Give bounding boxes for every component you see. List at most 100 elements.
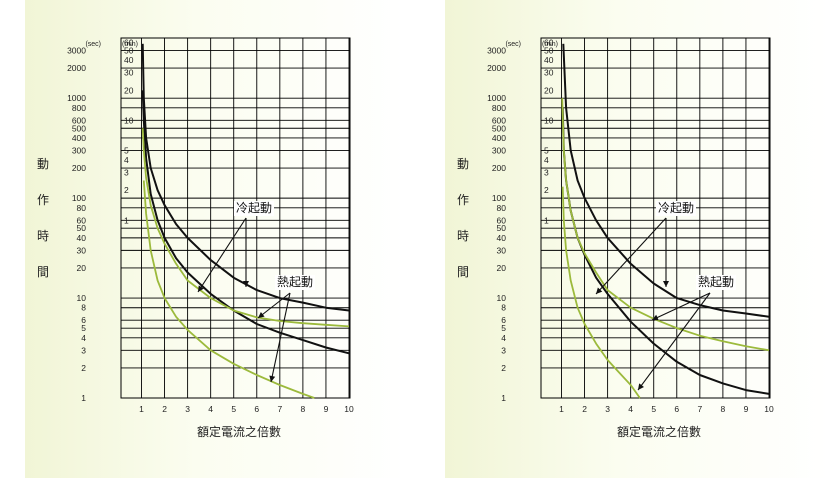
y-tick-sec-label: 1000 [67, 93, 86, 103]
annotation-bg [275, 275, 315, 290]
y-tick-min-label: 30 [544, 68, 554, 78]
y-tick-sec-label: 6 [501, 315, 506, 325]
y-tick-sec-label: 800 [72, 103, 86, 113]
x-tick-label: 1 [559, 404, 564, 414]
y-tick-min-label: 3 [124, 168, 129, 178]
y-axis-label-char: 動 [457, 157, 469, 171]
y-tick-sec-label: 2000 [487, 63, 506, 73]
arrow-hot [651, 292, 711, 321]
x-tick-label: 1 [139, 404, 144, 414]
y-tick-sec-label: 60 [497, 215, 507, 225]
hot-start-curve-2 [141, 128, 350, 328]
annotation-bg [656, 201, 696, 216]
arrow-hot-head [258, 311, 265, 318]
y-tick-min-label: 60 [544, 38, 554, 48]
y-tick-sec-label: 500 [492, 123, 506, 133]
y-tick-sec-label: 50 [77, 223, 87, 233]
hot-start-curve-3 [142, 180, 315, 399]
y-tick-sec-label: 3 [81, 345, 86, 355]
arrow-hot [270, 292, 291, 383]
y-tick-min-label: 50 [544, 45, 554, 55]
y-tick-min-label: 30 [124, 68, 134, 78]
x-tick-label: 9 [744, 404, 749, 414]
y-tick-sec-label: 30 [77, 245, 87, 255]
hot-start-curve-3 [561, 186, 641, 399]
y-tick-min-label: 10 [544, 115, 554, 125]
y-tick-sec-label: 4 [81, 333, 86, 343]
y-tick-sec-label: 10 [497, 293, 507, 303]
x-tick-label: 3 [185, 404, 190, 414]
annotation-hot-start: 熱起動 [277, 275, 313, 289]
x-axis-label: 額定電流之倍數 [197, 424, 281, 439]
arrow-hot [637, 292, 711, 391]
y-tick-sec-label: 3000 [67, 45, 86, 55]
arrow-hot [257, 292, 291, 319]
unit-min: (min) [122, 41, 138, 48]
annotation-cold-start: 冷起動 [658, 201, 694, 215]
y-tick-min-label: 10 [124, 115, 134, 125]
y-tick-min-label: 2 [544, 185, 549, 195]
arrow-cold-head [243, 281, 249, 287]
arrow-cold [595, 217, 667, 295]
x-tick-label: 9 [324, 404, 329, 414]
y-tick-min-label: 40 [124, 55, 134, 65]
y-axis-label-char: 動 [37, 157, 49, 171]
x-tick-label: 3 [605, 404, 610, 414]
y-tick-sec-label: 40 [497, 233, 507, 243]
annotation-cold-start: 冷起動 [236, 201, 272, 215]
x-tick-label: 7 [697, 404, 702, 414]
x-tick-label: 2 [162, 404, 167, 414]
y-tick-sec-label: 3000 [487, 45, 506, 55]
y-tick-min-label: 4 [124, 155, 129, 165]
y-tick-min-label: 3 [544, 168, 549, 178]
y-tick-sec-label: 300 [492, 145, 506, 155]
arrow-cold-head [596, 287, 603, 294]
x-tick-label: 4 [628, 404, 633, 414]
hot-start-curve-2 [561, 98, 770, 352]
y-tick-sec-label: 4 [501, 333, 506, 343]
y-tick-min-label: 1 [124, 215, 129, 225]
y-tick-sec-label: 20 [77, 263, 87, 273]
arrow-cold-head [198, 285, 204, 292]
x-tick-label: 7 [277, 404, 282, 414]
y-tick-sec-label: 5 [501, 323, 506, 333]
annotation-hot-start: 熱起動 [698, 275, 734, 289]
annotation-bg [696, 275, 736, 290]
unit-sec: (sec) [85, 41, 101, 48]
y-tick-sec-label: 2 [501, 363, 506, 373]
y-axis-label-char: 間 [37, 265, 49, 279]
y-tick-min-label: 5 [544, 145, 549, 155]
y-axis-label-char: 作 [37, 193, 49, 207]
y-tick-sec-label: 5 [81, 323, 86, 333]
arrow-hot-head [652, 314, 659, 321]
y-tick-sec-label: 3 [501, 345, 506, 355]
arrow-cold [197, 217, 247, 293]
y-tick-sec-label: 10 [77, 293, 87, 303]
y-tick-sec-label: 1 [501, 393, 506, 403]
cold-start-curve-0 [141, 43, 350, 312]
x-tick-label: 4 [208, 404, 213, 414]
y-tick-sec-label: 100 [492, 193, 506, 203]
y-tick-sec-label: 6 [81, 315, 86, 325]
y-tick-sec-label: 2000 [67, 63, 86, 73]
y-tick-sec-label: 1 [81, 393, 86, 403]
y-tick-sec-label: 1000 [487, 93, 506, 103]
y-tick-min-label: 20 [124, 85, 134, 95]
cold-start-curve-1 [141, 90, 350, 355]
x-tick-label: 8 [301, 404, 306, 414]
y-tick-min-label: 4 [544, 155, 549, 165]
y-tick-sec-label: 20 [497, 263, 507, 273]
y-tick-min-label: 2 [124, 185, 129, 195]
arrow-cold-head [663, 281, 669, 287]
x-tick-label: 5 [651, 404, 656, 414]
y-tick-min-label: 20 [544, 85, 554, 95]
y-tick-min-label: 5 [124, 145, 129, 155]
x-tick-label: 10 [344, 404, 354, 414]
y-tick-sec-label: 200 [72, 163, 86, 173]
annotation-bg [234, 201, 274, 216]
y-tick-sec-label: 80 [77, 203, 87, 213]
y-tick-sec-label: 2 [81, 363, 86, 373]
y-tick-sec-label: 500 [72, 123, 86, 133]
y-axis-label-char: 時 [457, 229, 469, 243]
